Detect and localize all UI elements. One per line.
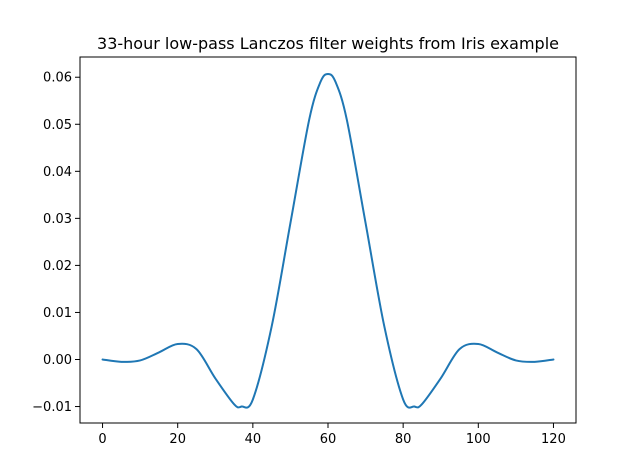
chart-title: 33-hour low-pass Lanczos filter weights … bbox=[97, 34, 559, 53]
x-axis-ticks: 0 20 40 60 80 100 120 bbox=[98, 423, 566, 447]
y-tick-label: 0.00 bbox=[43, 353, 72, 368]
y-tick-label: 0.06 bbox=[43, 71, 72, 86]
x-tick-label: 60 bbox=[320, 432, 337, 447]
x-tick-label: 120 bbox=[541, 432, 566, 447]
y-tick-label: 0.03 bbox=[43, 212, 72, 227]
y-tick-label: 0.05 bbox=[43, 118, 72, 133]
y-tick-label: −0.01 bbox=[32, 400, 72, 415]
x-tick-label: 20 bbox=[169, 432, 186, 447]
x-tick-label: 100 bbox=[466, 432, 491, 447]
x-tick-label: 0 bbox=[98, 432, 106, 447]
x-tick-label: 40 bbox=[245, 432, 262, 447]
filter-weights-line bbox=[101, 72, 555, 409]
plot-area-frame bbox=[79, 56, 577, 424]
y-tick-label: 0.02 bbox=[43, 259, 72, 274]
x-tick-label: 80 bbox=[395, 432, 412, 447]
y-axis-ticks: −0.01 0.00 0.01 0.02 0.03 0.04 0.05 0.06 bbox=[32, 71, 80, 415]
y-tick-label: 0.01 bbox=[43, 306, 72, 321]
y-tick-label: 0.04 bbox=[43, 165, 72, 180]
